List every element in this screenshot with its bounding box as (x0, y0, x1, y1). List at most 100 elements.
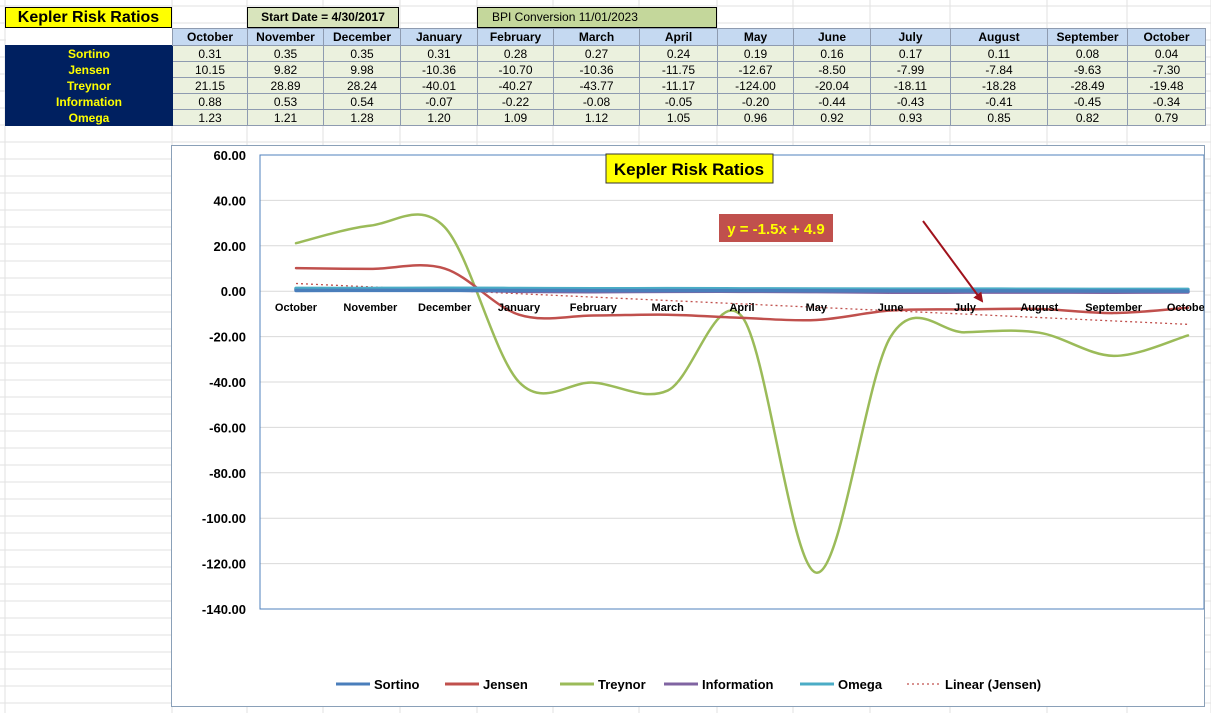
chart-title[interactable]: Kepler Risk Ratios (605, 153, 774, 184)
value-cell[interactable]: -19.48 (1127, 77, 1206, 94)
value-cell[interactable]: 0.35 (247, 45, 324, 62)
value-cell[interactable]: 1.05 (639, 109, 718, 126)
value-cell[interactable]: -7.30 (1127, 61, 1206, 78)
value-cell[interactable]: 0.54 (323, 93, 401, 110)
series-line-treynor[interactable] (294, 213, 1190, 574)
month-header-cell[interactable]: July (870, 28, 951, 46)
row-label-cell[interactable]: Jensen (5, 61, 173, 78)
value-cell[interactable]: 0.04 (1127, 45, 1206, 62)
month-header-cell[interactable]: September (1047, 28, 1128, 46)
series-line-jensen[interactable] (294, 264, 1190, 322)
value-cell[interactable]: -18.28 (950, 77, 1048, 94)
month-header-cell[interactable]: March (553, 28, 640, 46)
value-cell[interactable]: -0.07 (400, 93, 478, 110)
value-cell[interactable]: -11.17 (639, 77, 718, 94)
value-cell[interactable]: 0.88 (172, 93, 248, 110)
value-cell[interactable]: -43.77 (553, 77, 640, 94)
bpi-conversion-cell[interactable]: BPI Conversion 11/01/2023 (477, 7, 717, 28)
value-cell[interactable]: -40.27 (477, 77, 554, 94)
month-header-cell[interactable]: August (950, 28, 1048, 46)
sheet-title-cell[interactable]: Kepler Risk Ratios (5, 7, 172, 28)
month-header-cell[interactable]: May (717, 28, 794, 46)
blank-header-cell[interactable] (5, 28, 173, 46)
value-cell[interactable]: -124.00 (717, 77, 794, 94)
month-header-cell[interactable]: November (247, 28, 324, 46)
value-cell[interactable]: 1.21 (247, 109, 324, 126)
start-date-cell[interactable]: Start Date = 4/30/2017 (247, 7, 399, 28)
value-cell[interactable]: 1.09 (477, 109, 554, 126)
value-cell[interactable]: -0.08 (553, 93, 640, 110)
month-header-cell[interactable]: April (639, 28, 718, 46)
value-cell[interactable]: -0.34 (1127, 93, 1206, 110)
value-cell[interactable]: -12.67 (717, 61, 794, 78)
x-category-label: December (418, 302, 472, 314)
value-cell[interactable]: -0.44 (793, 93, 871, 110)
month-header-cell[interactable]: January (400, 28, 478, 46)
month-header-cell[interactable]: December (323, 28, 401, 46)
value-cell[interactable]: 1.20 (400, 109, 478, 126)
value-cell[interactable]: 0.93 (870, 109, 951, 126)
value-cell[interactable]: 0.19 (717, 45, 794, 62)
value-cell[interactable]: 0.28 (477, 45, 554, 62)
value-cell[interactable]: 10.15 (172, 61, 248, 78)
value-cell[interactable]: 1.12 (553, 109, 640, 126)
value-cell[interactable]: 0.92 (793, 109, 871, 126)
value-cell[interactable]: -0.20 (717, 93, 794, 110)
month-header-cell[interactable]: February (477, 28, 554, 46)
value-cell[interactable]: 0.16 (793, 45, 871, 62)
value-cell[interactable]: -0.45 (1047, 93, 1128, 110)
value-cell[interactable]: 0.27 (553, 45, 640, 62)
value-cell[interactable]: -0.41 (950, 93, 1048, 110)
value-cell[interactable]: -10.36 (400, 61, 478, 78)
series-line-sortino[interactable] (294, 288, 1190, 293)
value-cell[interactable]: 28.24 (323, 77, 401, 94)
month-header-cell[interactable]: June (793, 28, 871, 46)
chart-container[interactable]: 60.00 40.00 20.00 0.00 -20.00 -40.00 -60.00 -80… (171, 145, 1210, 707)
value-cell[interactable]: 0.35 (323, 45, 401, 62)
value-cell[interactable]: -0.43 (870, 93, 951, 110)
value-cell[interactable]: -7.99 (870, 61, 951, 78)
row-label-cell[interactable]: Treynor (5, 77, 173, 94)
row-label-cell[interactable]: Sortino (5, 45, 173, 62)
value-cell[interactable]: -28.49 (1047, 77, 1128, 94)
value-cell[interactable]: -20.04 (793, 77, 871, 94)
value-cell[interactable]: 0.79 (1127, 109, 1206, 126)
value-cell[interactable]: -11.75 (639, 61, 718, 78)
month-header-cell[interactable]: October (172, 28, 248, 46)
value-cell[interactable]: 0.08 (1047, 45, 1128, 62)
value-cell[interactable]: 0.24 (639, 45, 718, 62)
value-cell[interactable]: -7.84 (950, 61, 1048, 78)
value-cell[interactable]: 0.96 (717, 109, 794, 126)
value-cell[interactable]: -10.70 (477, 61, 554, 78)
value-cell[interactable]: -10.36 (553, 61, 640, 78)
value-cell[interactable]: -18.11 (870, 77, 951, 94)
value-cell[interactable]: 0.31 (400, 45, 478, 62)
value-cell[interactable]: 0.31 (172, 45, 248, 62)
row-label-cell[interactable]: Omega (5, 109, 173, 126)
chart-legend[interactable]: Sortino Jensen Treynor Information Omega Line… (336, 677, 1041, 692)
value-cell[interactable]: 0.82 (1047, 109, 1128, 126)
value-cell[interactable]: -9.63 (1047, 61, 1128, 78)
value-cell[interactable]: 0.85 (950, 109, 1048, 126)
value-cell[interactable]: 21.15 (172, 77, 248, 94)
value-cell[interactable]: -0.05 (639, 93, 718, 110)
value-cell[interactable]: 28.89 (247, 77, 324, 94)
month-header-cell[interactable]: October (1127, 28, 1206, 46)
trendline-equation-label[interactable]: y = -1.5x + 4.9 (719, 214, 833, 242)
x-category-label: August (1020, 302, 1058, 314)
value-cell[interactable]: 9.82 (247, 61, 324, 78)
value-cell[interactable]: 1.28 (323, 109, 401, 126)
value-cell[interactable]: 0.17 (870, 45, 951, 62)
value-cell[interactable]: 1.23 (172, 109, 248, 126)
y-tick-label: 0.00 (221, 284, 246, 299)
annotation-arrow[interactable] (922, 220, 984, 303)
trendline-jensen[interactable] (295, 282, 1188, 325)
value-cell[interactable]: -0.22 (477, 93, 554, 110)
value-cell[interactable]: -8.50 (793, 61, 871, 78)
value-cell[interactable]: 9.98 (323, 61, 401, 78)
value-cell[interactable]: -40.01 (400, 77, 478, 94)
value-cell[interactable]: 0.11 (950, 45, 1048, 62)
ratio-row-information: Information 0.88 0.53 0.54 -0.07 -0.22 -0.08 -0… (5, 93, 1206, 110)
value-cell[interactable]: 0.53 (247, 93, 324, 110)
row-label-cell[interactable]: Information (5, 93, 173, 110)
